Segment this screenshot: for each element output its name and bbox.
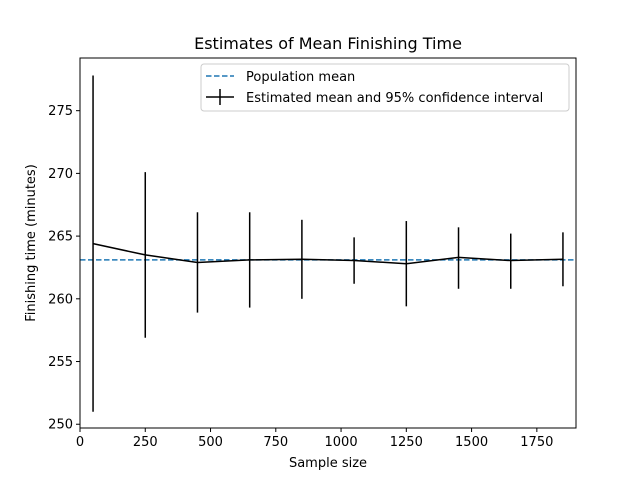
x-tick-label: 500 <box>198 435 223 450</box>
estimate-line-series-0 <box>92 242 563 265</box>
x-tick-label: 1000 <box>325 435 358 450</box>
y-tick-label: 270 <box>48 167 73 182</box>
x-tick-label: 1250 <box>390 435 423 450</box>
legend-estimate-label: Estimated mean and 95% confidence interv… <box>246 91 543 106</box>
x-tick-label: 0 <box>76 435 84 450</box>
chart-title: Estimates of Mean Finishing Time <box>194 34 462 53</box>
legend-box <box>200 63 570 112</box>
y-tick-label: 275 <box>48 104 73 119</box>
y-axis-label: Finishing time (minutes) <box>24 164 39 322</box>
x-axis-label: Sample size <box>289 456 367 471</box>
x-tick-label: 250 <box>133 435 158 450</box>
x-tick-label: 750 <box>263 435 288 450</box>
legend: Population mean Estimated mean and 95% c… <box>200 63 570 112</box>
y-tick-label: 265 <box>48 230 73 245</box>
y-tick-label: 255 <box>48 355 73 370</box>
legend-population-mean-label: Population mean <box>246 70 355 85</box>
plot-frame <box>79 57 577 429</box>
x-tick-label: 1750 <box>520 435 553 450</box>
x-tick-label: 1500 <box>455 435 488 450</box>
y-tick-label: 250 <box>48 418 73 433</box>
y-tick-label: 260 <box>48 292 73 307</box>
